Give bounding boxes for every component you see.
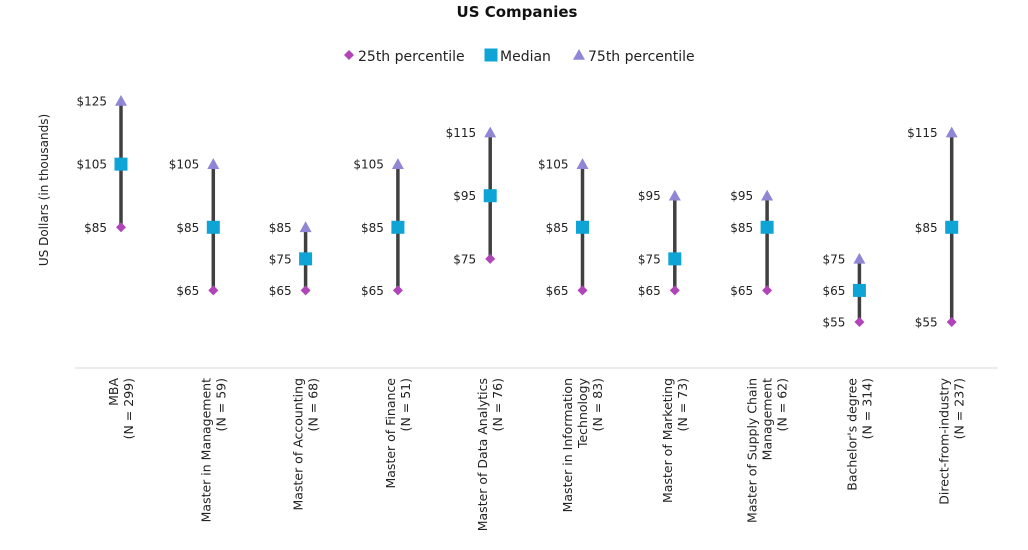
- data-label-median: $85: [176, 221, 199, 235]
- category-group: $65 $85 $95: [730, 189, 774, 298]
- data-label-median: $85: [546, 221, 569, 235]
- legend-label: 25th percentile: [358, 49, 465, 65]
- data-label-75th-percentile: $125: [76, 95, 107, 109]
- category-group: $55 $85 $115: [907, 126, 959, 330]
- data-label-75th-percentile: $105: [169, 158, 200, 172]
- data-label-25th-percentile: $75: [453, 252, 476, 266]
- category-label: Master in InformationTechnology(N = 83): [560, 377, 605, 512]
- legend-label: Median: [500, 49, 551, 65]
- point-25th-percentile: [392, 285, 403, 296]
- category-group: $65 $75 $85: [269, 221, 313, 298]
- data-label-75th-percentile: $105: [353, 158, 384, 172]
- point-25th-percentile: [208, 285, 219, 296]
- point-median: [576, 220, 589, 234]
- chart-title: US Companies: [457, 3, 578, 21]
- point-25th-percentile: [854, 317, 865, 327]
- data-label-25th-percentile: $65: [730, 284, 753, 298]
- data-label-median: $105: [76, 158, 107, 172]
- category-label: MBA(N = 299): [106, 378, 136, 440]
- data-label-75th-percentile: $75: [822, 252, 845, 266]
- category-label: Master of Marketing(N = 73): [660, 378, 690, 503]
- point-median: [299, 252, 313, 266]
- data-label-25th-percentile: $65: [361, 284, 384, 298]
- legend-marker-diamond: [344, 50, 354, 60]
- point-25th-percentile: [762, 285, 773, 296]
- point-75th-percentile: [853, 252, 866, 264]
- point-25th-percentile: [669, 285, 680, 296]
- data-label-75th-percentile: $85: [269, 221, 292, 235]
- data-label-25th-percentile: $65: [176, 284, 199, 298]
- data-label-median: $85: [915, 221, 938, 235]
- data-label-median: $75: [638, 252, 661, 266]
- category-label: Master of Data Analytics(N = 76): [475, 378, 505, 531]
- category-labels: MBA(N = 299) Master in Management(N = 59)…: [106, 377, 967, 531]
- category-label: Master of Finance(N = 51): [383, 378, 413, 489]
- data-label-25th-percentile: $85: [84, 221, 107, 235]
- data-label-75th-percentile: $95: [638, 189, 661, 203]
- category-group: $65 $85 $105: [538, 158, 589, 298]
- plot-area: $85 $105 $125 $65 $85 $105 $65 $75 $85 $65 $85 $105…: [76, 95, 959, 330]
- category-label: Master in Management(N = 59): [198, 378, 228, 522]
- point-75th-percentile: [761, 189, 774, 201]
- category-group: $65 $85 $105: [353, 158, 405, 298]
- point-75th-percentile: [207, 158, 220, 169]
- point-75th-percentile: [115, 95, 127, 106]
- point-75th-percentile: [576, 158, 589, 169]
- data-label-median: $95: [453, 189, 476, 203]
- point-75th-percentile: [945, 126, 958, 138]
- legend-item-3: 75th percentile: [573, 49, 695, 65]
- legend-marker-triangle: [573, 49, 585, 60]
- category-group: $85 $105 $125: [76, 95, 128, 235]
- category-label: Master of Supply ChainManagement(N = 62): [745, 378, 790, 523]
- point-75th-percentile: [391, 158, 404, 169]
- point-median: [114, 157, 128, 171]
- data-label-75th-percentile: $95: [730, 189, 753, 203]
- point-median: [852, 283, 866, 297]
- category-group: $65 $75 $95: [638, 189, 682, 298]
- point-median: [945, 220, 959, 234]
- data-label-75th-percentile: $105: [538, 158, 569, 172]
- point-median: [483, 189, 497, 203]
- data-label-25th-percentile: $65: [269, 284, 292, 298]
- point-75th-percentile: [299, 221, 312, 233]
- data-label-25th-percentile: $55: [822, 316, 845, 330]
- data-label-75th-percentile: $115: [446, 126, 477, 140]
- legend: 25th percentile Median 75th percentile: [344, 48, 695, 65]
- legend-label: 75th percentile: [588, 49, 695, 65]
- y-axis-label: US Dollars (in thousands): [37, 114, 51, 266]
- data-label-75th-percentile: $115: [907, 126, 938, 140]
- point-median: [391, 220, 405, 234]
- data-label-median: $65: [822, 284, 845, 298]
- point-25th-percentile: [946, 317, 957, 327]
- data-label-median: $85: [361, 221, 384, 235]
- category-label: Master of Accounting(N = 68): [291, 378, 321, 510]
- point-25th-percentile: [577, 285, 588, 296]
- data-label-median: $85: [730, 221, 753, 235]
- point-median: [668, 252, 682, 266]
- category-label: Direct-from-industry(N = 237): [937, 377, 967, 504]
- category-group: $75 $95 $115: [446, 126, 497, 266]
- category-label: Bachelor's degree(N = 314): [844, 378, 874, 491]
- point-75th-percentile: [484, 126, 497, 138]
- data-label-median: $75: [269, 252, 292, 266]
- category-group: $55 $65 $75: [822, 252, 866, 330]
- data-label-25th-percentile: $65: [546, 284, 569, 298]
- legend-item-1: 25th percentile: [344, 49, 465, 65]
- point-75th-percentile: [668, 189, 681, 201]
- legend-item-2: Median: [484, 48, 551, 65]
- point-25th-percentile: [116, 222, 126, 233]
- point-median: [206, 220, 220, 234]
- point-median: [760, 220, 774, 234]
- point-25th-percentile: [485, 253, 496, 264]
- data-label-25th-percentile: $55: [915, 316, 938, 330]
- category-group: $65 $85 $105: [169, 158, 220, 298]
- point-25th-percentile: [300, 285, 311, 296]
- legend-marker-square: [484, 48, 498, 62]
- data-label-25th-percentile: $65: [638, 284, 661, 298]
